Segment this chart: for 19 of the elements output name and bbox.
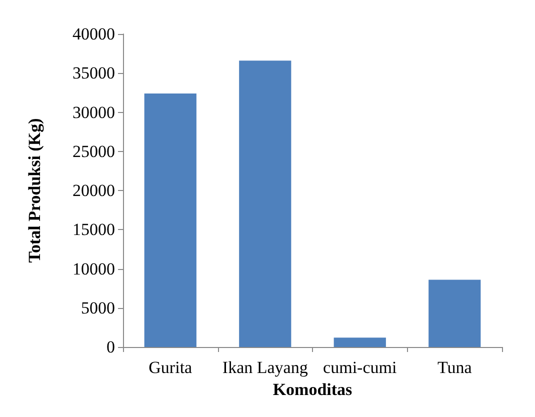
x-axis-title: Komoditas — [272, 380, 353, 399]
y-tick-label: 30000 — [72, 102, 115, 122]
y-tick-label: 10000 — [72, 259, 115, 278]
bar — [239, 60, 292, 347]
x-tick-label: cumi-cumi — [323, 358, 397, 377]
bar — [334, 338, 386, 347]
x-tick-label: Tuna — [437, 358, 472, 377]
y-tick-label: 5000 — [81, 298, 115, 318]
y-tick-label: 15000 — [72, 220, 115, 240]
y-tick-label: 40000 — [72, 24, 115, 44]
x-tick-label: Ikan Layang — [222, 358, 308, 377]
bar — [428, 280, 481, 347]
bar — [144, 93, 196, 347]
y-tick-label: 0 — [106, 338, 115, 356]
y-tick-label: 20000 — [72, 181, 115, 200]
y-tick-label: 25000 — [72, 142, 115, 161]
y-tick-label: 35000 — [72, 64, 115, 83]
y-axis-title: Total Produksi (Kg) — [25, 118, 44, 263]
x-tick-label: Gurita — [148, 358, 193, 377]
